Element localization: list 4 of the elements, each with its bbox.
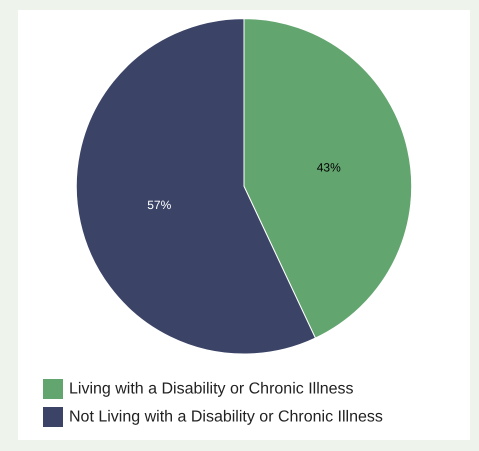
data-label: 57% <box>147 198 172 212</box>
data-label: 43% <box>316 160 342 174</box>
legend-label: Not Living with a Disability or Chronic Illness <box>69 408 383 426</box>
legend-label: Living with a Disability or Chronic Illness <box>69 380 354 398</box>
